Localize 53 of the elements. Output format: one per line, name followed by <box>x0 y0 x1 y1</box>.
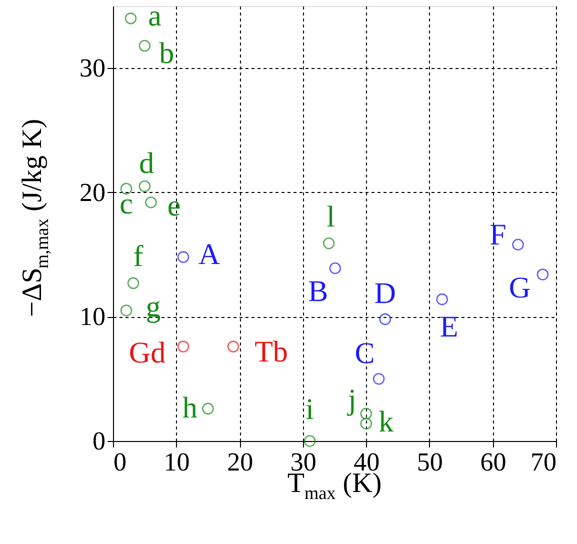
annotation: l <box>326 200 335 234</box>
y-tick-label: 10 <box>80 302 106 332</box>
annotation: D <box>374 277 396 310</box>
annotation: B <box>308 275 328 308</box>
y-axis-title: −ΔSm,max (J/kg K) <box>17 118 52 318</box>
point <box>360 408 372 420</box>
annotation: d <box>139 147 154 180</box>
point <box>138 40 151 52</box>
point <box>322 238 335 250</box>
annotation: C <box>354 336 375 370</box>
x-tick-label: 70 <box>530 448 556 476</box>
point <box>536 268 549 280</box>
point <box>379 313 392 326</box>
point <box>360 418 372 430</box>
annotation: E <box>440 310 458 344</box>
annotation: k <box>378 406 394 439</box>
point <box>127 277 140 290</box>
point <box>329 262 342 274</box>
annotation: Tb <box>254 336 288 369</box>
y-tick-label: 30 <box>80 54 106 83</box>
point <box>124 12 137 24</box>
x-tick-label: 0 <box>114 448 126 476</box>
annotation: F <box>490 218 506 252</box>
point <box>138 180 151 192</box>
annotation: j <box>346 384 356 417</box>
x-tick-label: 20 <box>227 448 254 476</box>
annotation: A <box>198 238 220 272</box>
y-tick-label: 0 <box>92 426 106 456</box>
annotation: a <box>148 0 162 32</box>
point <box>120 304 132 316</box>
annotation: c <box>120 188 133 221</box>
annotation: i <box>306 393 314 426</box>
annotation: g <box>146 290 161 324</box>
point <box>227 340 240 352</box>
point <box>436 293 448 306</box>
point <box>202 402 214 415</box>
point <box>304 435 316 447</box>
annotation: f <box>133 240 144 274</box>
point <box>512 238 524 251</box>
y-tick-label: 20 <box>80 178 106 207</box>
x-tick-label: 50 <box>416 448 443 476</box>
annotation: Gd <box>128 336 166 370</box>
annotation: h <box>182 392 198 425</box>
point <box>372 372 385 385</box>
x-tick-label: 60 <box>480 448 506 476</box>
point <box>177 251 190 263</box>
point <box>145 196 157 208</box>
annotation: G <box>508 271 531 304</box>
point <box>120 182 132 195</box>
annotation: e <box>167 189 181 222</box>
x-tick-label: 10 <box>164 448 190 476</box>
point <box>177 340 190 352</box>
annotation: b <box>159 36 174 70</box>
